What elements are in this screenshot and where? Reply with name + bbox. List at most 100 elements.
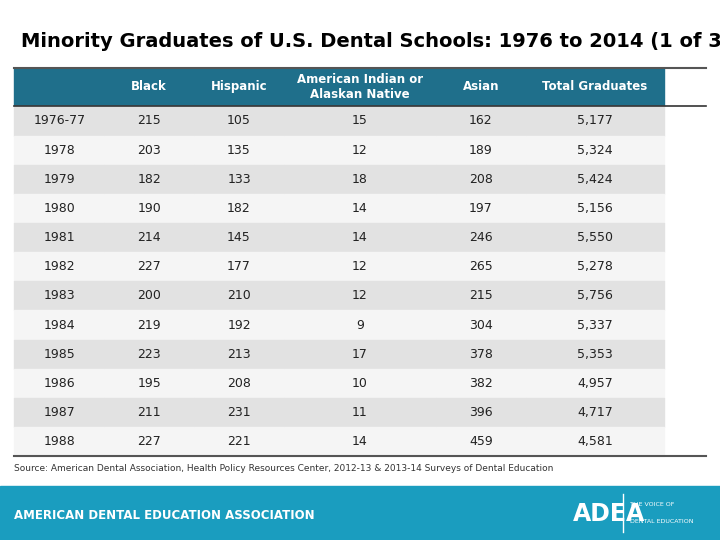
- Text: 1984: 1984: [43, 319, 75, 332]
- Bar: [14, 223, 104, 252]
- Text: 192: 192: [228, 319, 251, 332]
- Text: 227: 227: [138, 260, 161, 273]
- Text: 5,278: 5,278: [577, 260, 613, 273]
- Bar: [194, 194, 284, 223]
- Text: 177: 177: [227, 260, 251, 273]
- Bar: [14, 281, 104, 310]
- Text: 1983: 1983: [43, 289, 75, 302]
- Text: 5,337: 5,337: [577, 319, 613, 332]
- Bar: [526, 252, 664, 281]
- Bar: [104, 106, 194, 136]
- Bar: [194, 398, 284, 427]
- Text: 162: 162: [469, 114, 492, 127]
- Text: 459: 459: [469, 435, 492, 448]
- Bar: [436, 398, 526, 427]
- Text: 396: 396: [469, 406, 492, 419]
- Bar: [194, 223, 284, 252]
- Bar: [14, 194, 104, 223]
- Bar: [436, 223, 526, 252]
- Bar: [104, 281, 194, 310]
- Bar: [14, 68, 104, 106]
- Text: 15: 15: [352, 114, 368, 127]
- Bar: [14, 369, 104, 398]
- Text: 195: 195: [138, 377, 161, 390]
- Bar: [104, 165, 194, 194]
- Text: AMERICAN DENTAL EDUCATION ASSOCIATION: AMERICAN DENTAL EDUCATION ASSOCIATION: [14, 509, 315, 522]
- Bar: [526, 165, 664, 194]
- Bar: [14, 252, 104, 281]
- Text: 5,424: 5,424: [577, 173, 613, 186]
- Text: 5,156: 5,156: [577, 202, 613, 215]
- Text: 227: 227: [138, 435, 161, 448]
- Bar: [436, 310, 526, 340]
- Text: ADEA: ADEA: [572, 502, 644, 526]
- Text: 1978: 1978: [43, 144, 75, 157]
- Text: DENTAL EDUCATION: DENTAL EDUCATION: [630, 518, 693, 524]
- Text: Hispanic: Hispanic: [211, 80, 267, 93]
- Bar: [526, 427, 664, 456]
- Text: 265: 265: [469, 260, 492, 273]
- Text: 1980: 1980: [43, 202, 75, 215]
- Bar: [194, 310, 284, 340]
- Text: 215: 215: [138, 114, 161, 127]
- Bar: [104, 136, 194, 165]
- Text: 12: 12: [352, 289, 368, 302]
- Bar: [104, 340, 194, 369]
- Bar: [14, 340, 104, 369]
- Bar: [284, 252, 436, 281]
- Text: 221: 221: [228, 435, 251, 448]
- Text: 1988: 1988: [43, 435, 75, 448]
- Text: 182: 182: [138, 173, 161, 186]
- Bar: [14, 427, 104, 456]
- Text: 231: 231: [228, 406, 251, 419]
- Text: 182: 182: [228, 202, 251, 215]
- Text: 203: 203: [138, 144, 161, 157]
- Bar: [284, 340, 436, 369]
- Text: 10: 10: [352, 377, 368, 390]
- Text: 215: 215: [469, 289, 492, 302]
- Bar: [526, 369, 664, 398]
- Bar: [284, 68, 436, 106]
- Bar: [104, 223, 194, 252]
- Text: 200: 200: [138, 289, 161, 302]
- Bar: [526, 223, 664, 252]
- Text: Asian: Asian: [463, 80, 499, 93]
- Text: 213: 213: [228, 348, 251, 361]
- Text: Total Graduates: Total Graduates: [542, 80, 647, 93]
- Text: 4,957: 4,957: [577, 377, 613, 390]
- Bar: [436, 194, 526, 223]
- Text: 133: 133: [228, 173, 251, 186]
- Bar: [14, 106, 104, 136]
- Bar: [436, 427, 526, 456]
- Bar: [436, 252, 526, 281]
- Bar: [526, 136, 664, 165]
- Text: 5,177: 5,177: [577, 114, 613, 127]
- Text: 208: 208: [227, 377, 251, 390]
- Bar: [284, 136, 436, 165]
- Bar: [194, 340, 284, 369]
- Text: 208: 208: [469, 173, 493, 186]
- Text: 5,324: 5,324: [577, 144, 613, 157]
- Text: 5,550: 5,550: [577, 231, 613, 244]
- Text: 135: 135: [228, 144, 251, 157]
- Bar: [526, 398, 664, 427]
- Bar: [526, 106, 664, 136]
- Bar: [194, 281, 284, 310]
- Bar: [104, 398, 194, 427]
- Text: 1976-77: 1976-77: [33, 114, 86, 127]
- Bar: [284, 106, 436, 136]
- Text: Source: American Dental Association, Health Policy Resources Center, 2012-13 & 2: Source: American Dental Association, Hea…: [14, 464, 554, 472]
- Bar: [104, 427, 194, 456]
- Bar: [104, 68, 194, 106]
- Bar: [194, 427, 284, 456]
- Bar: [194, 165, 284, 194]
- Text: 105: 105: [227, 114, 251, 127]
- Text: 1979: 1979: [43, 173, 75, 186]
- Bar: [194, 106, 284, 136]
- Text: 11: 11: [352, 406, 368, 419]
- Bar: [104, 310, 194, 340]
- Text: 145: 145: [228, 231, 251, 244]
- Text: 189: 189: [469, 144, 492, 157]
- Text: 14: 14: [352, 435, 368, 448]
- Bar: [526, 340, 664, 369]
